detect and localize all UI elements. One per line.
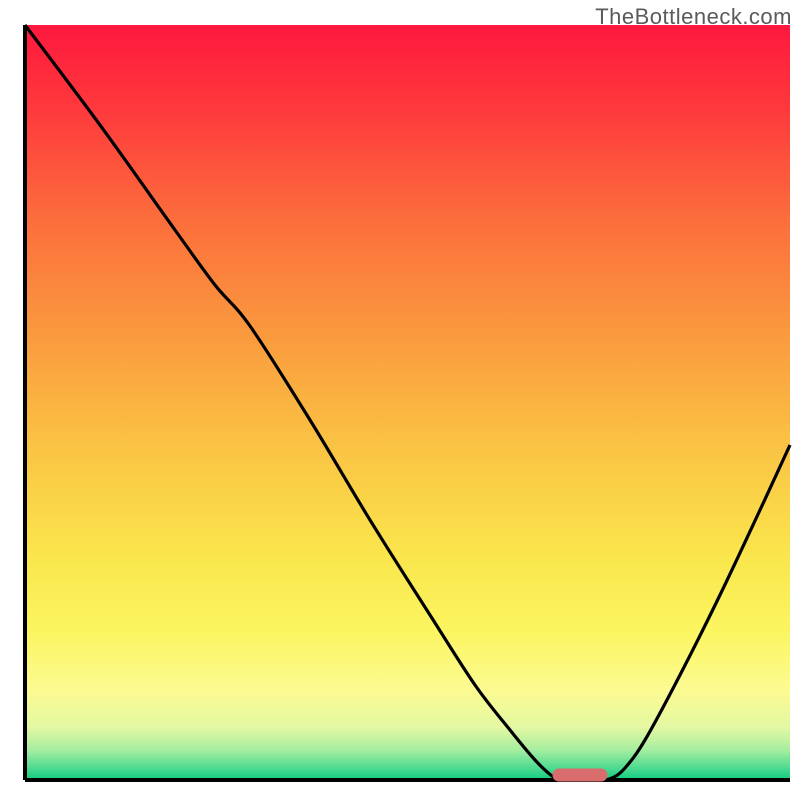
chart-container: { "watermark": { "text": "TheBottleneck.… [0,0,800,800]
optimal-marker [553,769,608,782]
plot-background [25,25,790,780]
watermark-text: TheBottleneck.com [595,4,792,30]
bottleneck-curve-chart [0,0,800,800]
